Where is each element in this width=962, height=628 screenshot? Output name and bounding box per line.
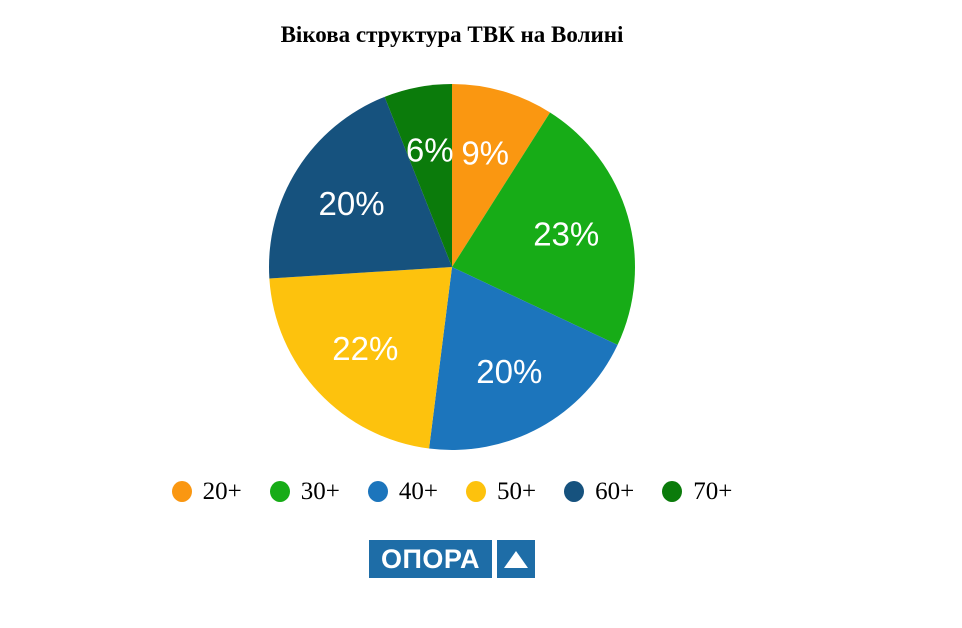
- pie-slice-label: 6%: [406, 132, 454, 169]
- pie-slice-label: 20%: [476, 353, 542, 390]
- pie-slice-50plus: [269, 267, 452, 449]
- legend-dot-icon: [466, 481, 486, 502]
- pie-slice-label: 23%: [533, 215, 599, 252]
- pie-slice-20plus: [452, 84, 551, 267]
- legend-item-50plus: 50+: [466, 479, 536, 504]
- legend-item-label: 50+: [497, 478, 537, 505]
- pie-slice-label: 22%: [332, 330, 398, 367]
- legend-item-20plus: 20+: [171, 478, 242, 505]
- legend-item-label: 20+: [202, 478, 242, 505]
- pie-slice-70plus: [384, 84, 452, 267]
- pie-slice-30plus: [452, 112, 635, 345]
- legend-item-70plus: 70+: [662, 479, 732, 504]
- legend-item-label: 70+: [693, 478, 733, 505]
- legend-item-40plus: 40+: [367, 478, 438, 505]
- page-title: Вікова структура ТВК на Волині: [280, 22, 624, 47]
- logo-mark-box: [497, 540, 536, 578]
- legend-item-label: 60+: [595, 478, 635, 505]
- pie-slice-label: 9%: [461, 134, 509, 171]
- pie-slice-60plus: [268, 96, 452, 279]
- pie-chart: 9% 23% 20% 22% 20% 6%: [268, 84, 635, 451]
- legend-item-label: 30+: [300, 478, 340, 505]
- legend-dot-icon: [171, 481, 192, 502]
- opora-logo: ОПОРА: [0, 540, 904, 578]
- legend: 20+ 30+ 40+ 50+ 60+ 70+: [0, 479, 904, 504]
- logo-text-box: ОПОРА: [368, 540, 493, 578]
- legend-item-60plus: 60+: [564, 479, 634, 504]
- legend-dot-icon: [662, 481, 683, 502]
- pie-slice-40plus: [429, 267, 618, 451]
- triangle-up-icon: [504, 550, 529, 568]
- logo-text: ОПОРА: [380, 543, 481, 574]
- legend-dot-icon: [269, 481, 290, 502]
- legend-dot-icon: [564, 481, 585, 502]
- legend-dot-icon: [367, 481, 388, 502]
- legend-item-30plus: 30+: [269, 478, 340, 505]
- legend-item-label: 40+: [398, 478, 438, 505]
- pie-slice-label: 20%: [319, 185, 385, 222]
